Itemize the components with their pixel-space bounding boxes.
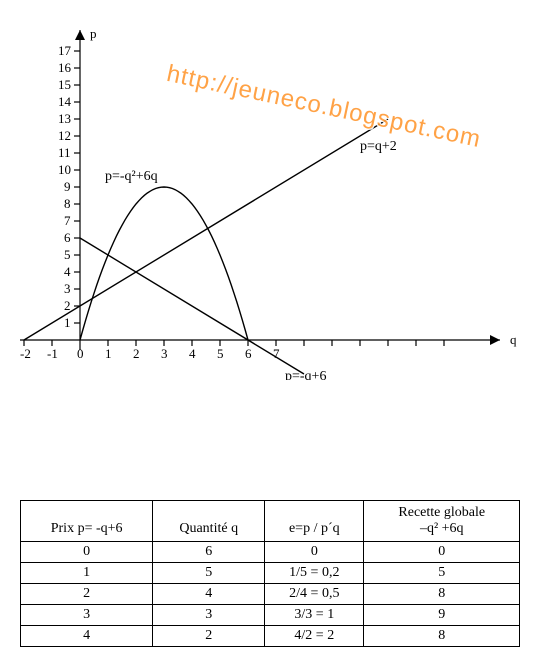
svg-text:17: 17 [58, 43, 72, 58]
svg-text:3: 3 [64, 281, 71, 296]
svg-text:1: 1 [64, 315, 71, 330]
line-up [24, 119, 388, 340]
svg-text:14: 14 [58, 94, 72, 109]
line-down-label: p=-q+6 [285, 369, 326, 380]
svg-text:2: 2 [133, 346, 140, 361]
svg-text:11: 11 [58, 145, 71, 160]
cell: 0 [364, 542, 520, 563]
cell: 5 [153, 563, 265, 584]
svg-text:1: 1 [105, 346, 112, 361]
x-ticks: -2 -1 0 1 2 3 4 5 6 7 [20, 340, 444, 361]
svg-text:8: 8 [64, 196, 71, 211]
chart-svg: q p -2 -1 0 1 2 3 4 5 6 7 1 2 3 [20, 20, 530, 380]
col-header-revenue-l1: Recette globale [398, 505, 485, 520]
svg-text:13: 13 [58, 111, 71, 126]
cell: 0 [265, 542, 364, 563]
svg-text:12: 12 [58, 128, 71, 143]
svg-text:3: 3 [161, 346, 168, 361]
table-row: 2 4 2/4 = 0,5 8 [21, 584, 520, 605]
svg-text:5: 5 [64, 247, 71, 262]
table-header-row: Prix p= -q+6 Quantité q e=p / p´q Recett… [21, 501, 520, 542]
cell: 9 [364, 605, 520, 626]
svg-text:6: 6 [245, 346, 252, 361]
y-axis-arrow [75, 30, 85, 40]
parabola-curve [80, 187, 248, 340]
cell: 2 [21, 584, 153, 605]
svg-text:-1: -1 [47, 346, 58, 361]
svg-text:6: 6 [64, 230, 71, 245]
svg-text:-2: -2 [20, 346, 31, 361]
svg-text:0: 0 [77, 346, 84, 361]
cell: 8 [364, 584, 520, 605]
cell: 6 [153, 542, 265, 563]
table-row: 0 6 0 0 [21, 542, 520, 563]
cell: 5 [364, 563, 520, 584]
svg-text:2: 2 [64, 298, 71, 313]
col-header-revenue-l2: –q² +6q [420, 521, 464, 536]
data-table-container: Prix p= -q+6 Quantité q e=p / p´q Recett… [20, 500, 520, 647]
svg-text:10: 10 [58, 162, 71, 177]
cell: 1 [21, 563, 153, 584]
svg-text:7: 7 [64, 213, 71, 228]
cell: 1/5 = 0,2 [265, 563, 364, 584]
x-axis-arrow [490, 335, 500, 345]
cell: 4 [153, 584, 265, 605]
svg-text:4: 4 [64, 264, 71, 279]
svg-text:9: 9 [64, 179, 71, 194]
svg-text:16: 16 [58, 60, 72, 75]
col-header-revenue: Recette globale –q² +6q [364, 501, 520, 542]
cell: 2/4 = 0,5 [265, 584, 364, 605]
chart: q p -2 -1 0 1 2 3 4 5 6 7 1 2 3 [20, 20, 530, 380]
table-body: 0 6 0 0 1 5 1/5 = 0,2 5 2 4 2/4 = 0,5 8 … [21, 542, 520, 647]
data-table: Prix p= -q+6 Quantité q e=p / p´q Recett… [20, 500, 520, 647]
x-axis-label: q [510, 332, 517, 347]
svg-text:15: 15 [58, 77, 71, 92]
table-row: 1 5 1/5 = 0,2 5 [21, 563, 520, 584]
parabola-label: p=-q²+6q [105, 169, 158, 184]
cell: 8 [364, 626, 520, 647]
cell: 0 [21, 542, 153, 563]
table-row: 4 2 4/2 = 2 8 [21, 626, 520, 647]
line-up-label: p=q+2 [360, 139, 397, 154]
col-header-price: Prix p= -q+6 [21, 501, 153, 542]
cell: 4 [21, 626, 153, 647]
cell: 3/3 = 1 [265, 605, 364, 626]
cell: 2 [153, 626, 265, 647]
cell: 3 [153, 605, 265, 626]
table-row: 3 3 3/3 = 1 9 [21, 605, 520, 626]
col-header-quantity: Quantité q [153, 501, 265, 542]
svg-text:4: 4 [189, 346, 196, 361]
y-ticks: 1 2 3 4 5 6 7 8 9 10 11 12 13 14 15 16 1… [58, 43, 80, 330]
col-header-elasticity: e=p / p´q [265, 501, 364, 542]
cell: 3 [21, 605, 153, 626]
svg-text:5: 5 [217, 346, 224, 361]
cell: 4/2 = 2 [265, 626, 364, 647]
y-axis-label: p [90, 26, 97, 41]
